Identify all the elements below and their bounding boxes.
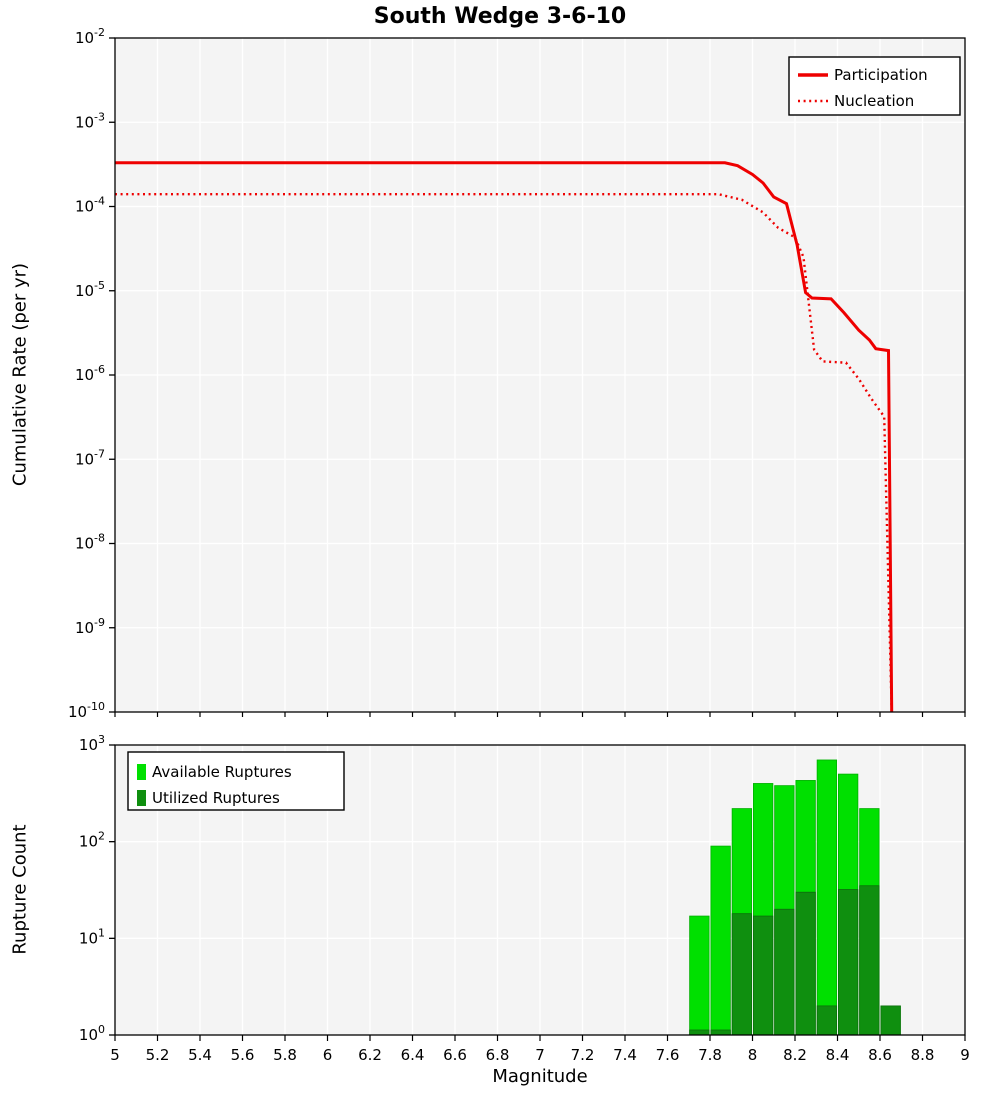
- xtick-label: 8: [748, 1046, 758, 1064]
- rate-ytick-label: 10-2: [75, 26, 105, 47]
- rate-ytick-label: 10-9: [75, 616, 105, 637]
- xtick-label: 7: [535, 1046, 545, 1064]
- xtick-label: 6.8: [486, 1046, 510, 1064]
- legend-label-nucleation: Nucleation: [834, 92, 914, 110]
- xtick-label: 6.2: [358, 1046, 382, 1064]
- xtick-label: 6: [323, 1046, 333, 1064]
- utilized-ruptures-bar: [880, 1005, 901, 1036]
- utilized-ruptures-bar: [816, 1005, 838, 1036]
- count-ytick-label: 102: [79, 830, 105, 851]
- rate-ytick-label: 10-8: [75, 532, 105, 553]
- utilized-ruptures-bar: [710, 1029, 731, 1036]
- xtick-label: 5.6: [231, 1046, 255, 1064]
- available-ruptures-bar: [710, 845, 731, 1036]
- utilized-ruptures-bar: [837, 889, 859, 1036]
- xtick-label: 7.8: [698, 1046, 722, 1064]
- legend-label-utilized-ruptures: Utilized Ruptures: [152, 789, 280, 807]
- utilized-ruptures-bar: [795, 891, 816, 1036]
- legend-swatch-utilized: [137, 790, 146, 806]
- utilized-ruptures-bar: [731, 913, 753, 1036]
- legend-swatch-available: [137, 764, 146, 780]
- x-axis-label: Magnitude: [492, 1066, 588, 1087]
- rate-legend-box: [788, 56, 961, 116]
- xtick-label: 5: [110, 1046, 120, 1064]
- xtick-label: 8.2: [783, 1046, 807, 1064]
- xtick-label: 5.4: [188, 1046, 212, 1064]
- bars: [689, 759, 901, 1036]
- xtick-label: 8.8: [911, 1046, 935, 1064]
- available-ruptures-bar: [816, 759, 838, 1036]
- rate-ytick-label: 10-5: [75, 279, 105, 300]
- rate-ytick-label: 10-3: [75, 110, 105, 131]
- xtick-label: 8.6: [868, 1046, 892, 1064]
- xtick-label: 9: [960, 1046, 970, 1064]
- legend-label-participation: Participation: [834, 66, 928, 84]
- xtick-label: 6.6: [443, 1046, 467, 1064]
- count-legend-box: [127, 751, 345, 811]
- chart-title: South Wedge 3-6-10: [373, 4, 627, 29]
- utilized-ruptures-bar: [774, 908, 795, 1036]
- rate-legend: Participation Nucleation: [788, 56, 961, 116]
- rate-ytick-label: 10-4: [75, 195, 105, 216]
- xtick-label: 7.2: [571, 1046, 595, 1064]
- xtick-label: 5.8: [273, 1046, 297, 1064]
- nucleation-line: [115, 193, 893, 713]
- count-ytick-label: 101: [79, 926, 105, 947]
- participation-line: [115, 161, 894, 713]
- xtick-label: 7.6: [656, 1046, 680, 1064]
- xtick-label: 8.4: [826, 1046, 850, 1064]
- utilized-ruptures-bar: [689, 1029, 710, 1036]
- rate-ytick-label: 10-6: [75, 363, 105, 384]
- utilized-ruptures-bar: [752, 915, 774, 1036]
- rate-panel-grid: [114, 37, 966, 713]
- xtick-label: 6.4: [401, 1046, 425, 1064]
- xtick-label: 7.4: [613, 1046, 637, 1064]
- xtick-label: 5.2: [146, 1046, 170, 1064]
- rate-ytick-label: 10-7: [75, 447, 105, 468]
- count-legend: Available Ruptures Utilized Ruptures: [127, 751, 345, 811]
- count-ytick-label: 100: [79, 1023, 105, 1044]
- utilized-ruptures-bar: [859, 885, 880, 1036]
- available-ruptures-bar: [689, 915, 710, 1036]
- legend-label-available-ruptures: Available Ruptures: [152, 763, 292, 781]
- count-ytick-label: 103: [79, 733, 105, 754]
- rate-ytick-label: 10-10: [68, 700, 105, 721]
